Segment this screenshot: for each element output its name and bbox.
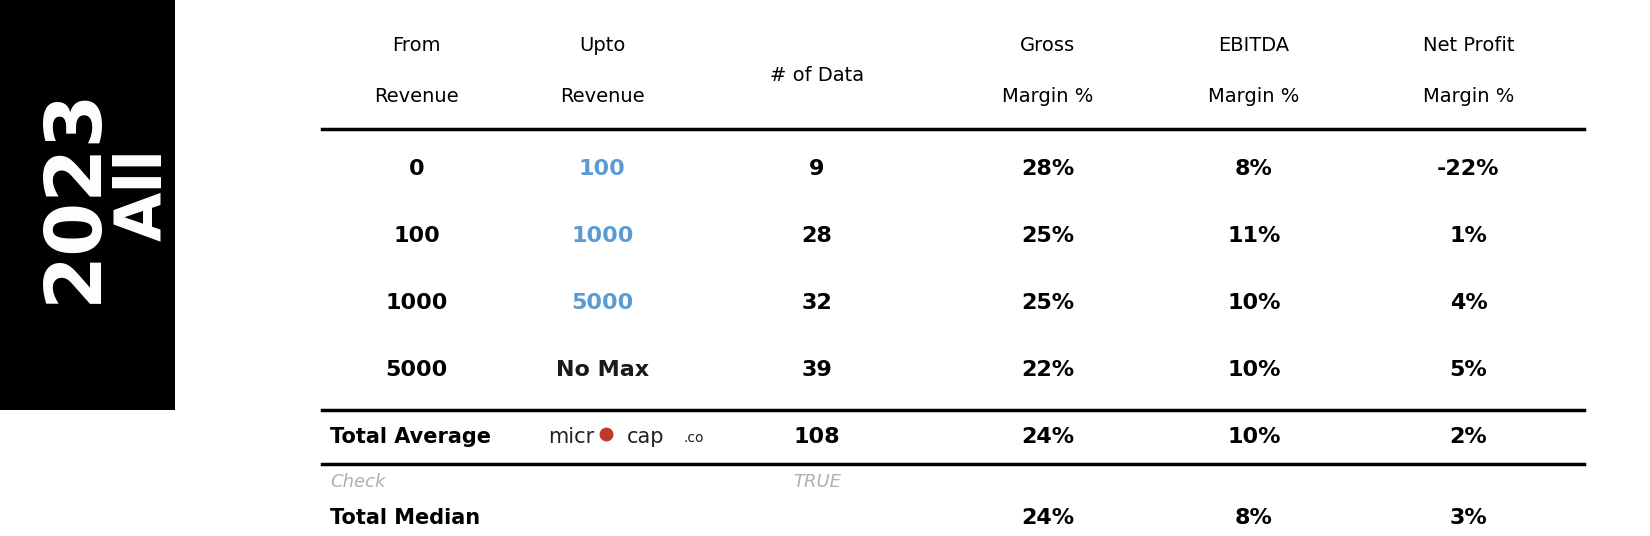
Text: 2%: 2% bbox=[1450, 427, 1487, 447]
Text: 5%: 5% bbox=[1450, 360, 1487, 380]
Text: 22%: 22% bbox=[1021, 360, 1074, 380]
Text: .co: .co bbox=[683, 431, 703, 445]
Text: Net Profit: Net Profit bbox=[1422, 36, 1515, 55]
Text: 32: 32 bbox=[802, 293, 832, 313]
Text: 24%: 24% bbox=[1021, 427, 1074, 447]
Text: 100: 100 bbox=[393, 226, 441, 246]
Text: Margin %: Margin % bbox=[1208, 87, 1300, 106]
Text: No Max: No Max bbox=[556, 360, 648, 380]
Text: 2023: 2023 bbox=[36, 86, 112, 303]
Text: 24%: 24% bbox=[1021, 508, 1074, 528]
Text: 5000: 5000 bbox=[386, 360, 447, 380]
Bar bbox=[0, 0, 175, 410]
Text: Check: Check bbox=[330, 473, 386, 492]
Text: Total Median: Total Median bbox=[330, 508, 480, 528]
Text: -22%: -22% bbox=[1437, 159, 1500, 179]
Text: 1000: 1000 bbox=[386, 293, 447, 313]
Text: All: All bbox=[112, 148, 175, 241]
Text: Upto: Upto bbox=[579, 36, 625, 55]
Text: 10%: 10% bbox=[1228, 427, 1280, 447]
Text: 0: 0 bbox=[409, 159, 424, 179]
Text: 8%: 8% bbox=[1236, 508, 1272, 528]
Text: 9: 9 bbox=[808, 159, 825, 179]
Text: 25%: 25% bbox=[1021, 226, 1074, 246]
Text: cap: cap bbox=[627, 427, 665, 447]
Text: # of Data: # of Data bbox=[769, 65, 865, 85]
Text: Gross: Gross bbox=[1020, 36, 1076, 55]
Text: 28%: 28% bbox=[1021, 159, 1074, 179]
Text: Revenue: Revenue bbox=[375, 87, 459, 106]
Text: 1%: 1% bbox=[1450, 226, 1487, 246]
Text: Revenue: Revenue bbox=[559, 87, 645, 106]
Text: 108: 108 bbox=[794, 427, 840, 447]
Text: 10%: 10% bbox=[1228, 360, 1280, 380]
Text: 1000: 1000 bbox=[571, 226, 634, 246]
Text: 100: 100 bbox=[579, 159, 625, 179]
Text: micr: micr bbox=[548, 427, 594, 447]
Text: 5000: 5000 bbox=[571, 293, 634, 313]
Text: EBITDA: EBITDA bbox=[1218, 36, 1290, 55]
Text: 10%: 10% bbox=[1228, 293, 1280, 313]
Text: 39: 39 bbox=[802, 360, 832, 380]
Text: From: From bbox=[393, 36, 441, 55]
Text: 4%: 4% bbox=[1450, 293, 1487, 313]
Text: 28: 28 bbox=[802, 226, 832, 246]
Text: 11%: 11% bbox=[1228, 226, 1280, 246]
Text: 3%: 3% bbox=[1450, 508, 1487, 528]
Text: Margin %: Margin % bbox=[1002, 87, 1094, 106]
Text: TRUE: TRUE bbox=[792, 473, 842, 492]
Text: 8%: 8% bbox=[1236, 159, 1272, 179]
Text: 25%: 25% bbox=[1021, 293, 1074, 313]
Text: Margin %: Margin % bbox=[1422, 87, 1515, 106]
Text: Total Average: Total Average bbox=[330, 427, 492, 447]
